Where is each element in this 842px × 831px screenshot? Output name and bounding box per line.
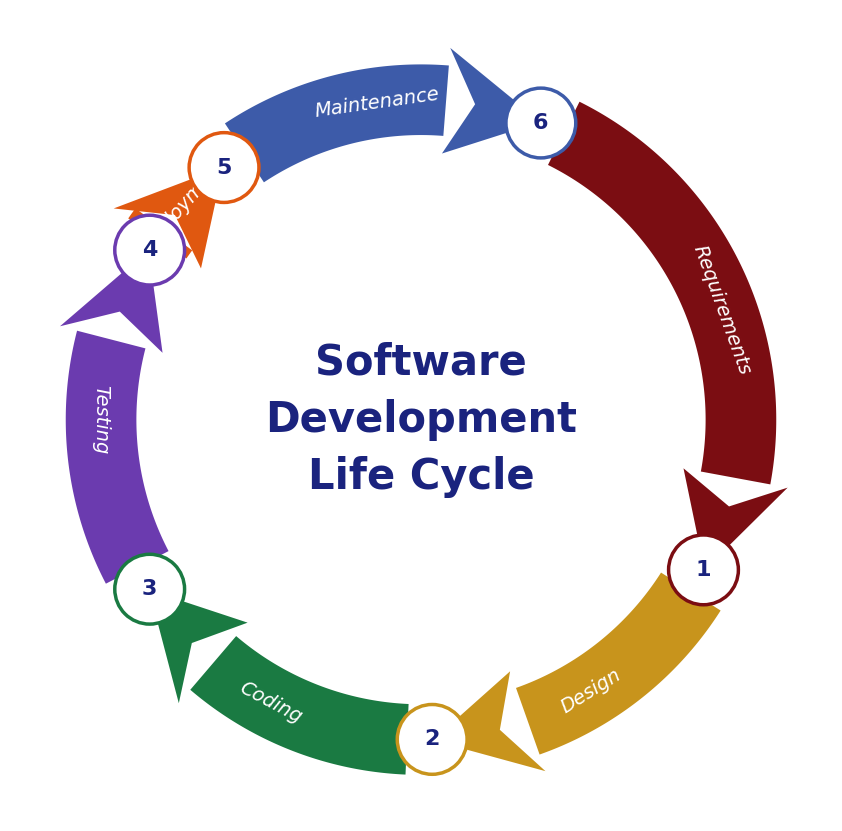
Polygon shape — [190, 636, 408, 774]
Polygon shape — [128, 209, 192, 258]
Text: Requirements: Requirements — [690, 243, 754, 378]
Text: 4: 4 — [142, 240, 157, 260]
Text: Testing: Testing — [92, 385, 110, 455]
Text: Software
Development
Life Cycle: Software Development Life Cycle — [265, 342, 577, 498]
Polygon shape — [60, 250, 163, 353]
Polygon shape — [225, 65, 449, 182]
Text: Coding: Coding — [237, 678, 306, 726]
Polygon shape — [433, 671, 546, 771]
Circle shape — [669, 535, 738, 605]
Polygon shape — [114, 167, 223, 268]
Text: 2: 2 — [424, 730, 440, 750]
Circle shape — [397, 705, 467, 774]
Circle shape — [115, 554, 184, 624]
Polygon shape — [442, 48, 541, 154]
Text: 6: 6 — [533, 113, 549, 133]
Text: 3: 3 — [142, 579, 157, 599]
Circle shape — [189, 133, 259, 203]
Text: Maintenance: Maintenance — [313, 85, 440, 121]
Text: 1: 1 — [695, 560, 711, 580]
Circle shape — [115, 215, 184, 285]
Text: Design: Design — [557, 665, 624, 717]
Polygon shape — [516, 573, 721, 755]
Text: 5: 5 — [216, 158, 232, 178]
Polygon shape — [66, 331, 168, 583]
Polygon shape — [149, 590, 248, 703]
Circle shape — [506, 88, 576, 158]
Polygon shape — [684, 469, 787, 570]
Polygon shape — [548, 101, 776, 484]
Text: Deployment: Deployment — [136, 155, 230, 256]
